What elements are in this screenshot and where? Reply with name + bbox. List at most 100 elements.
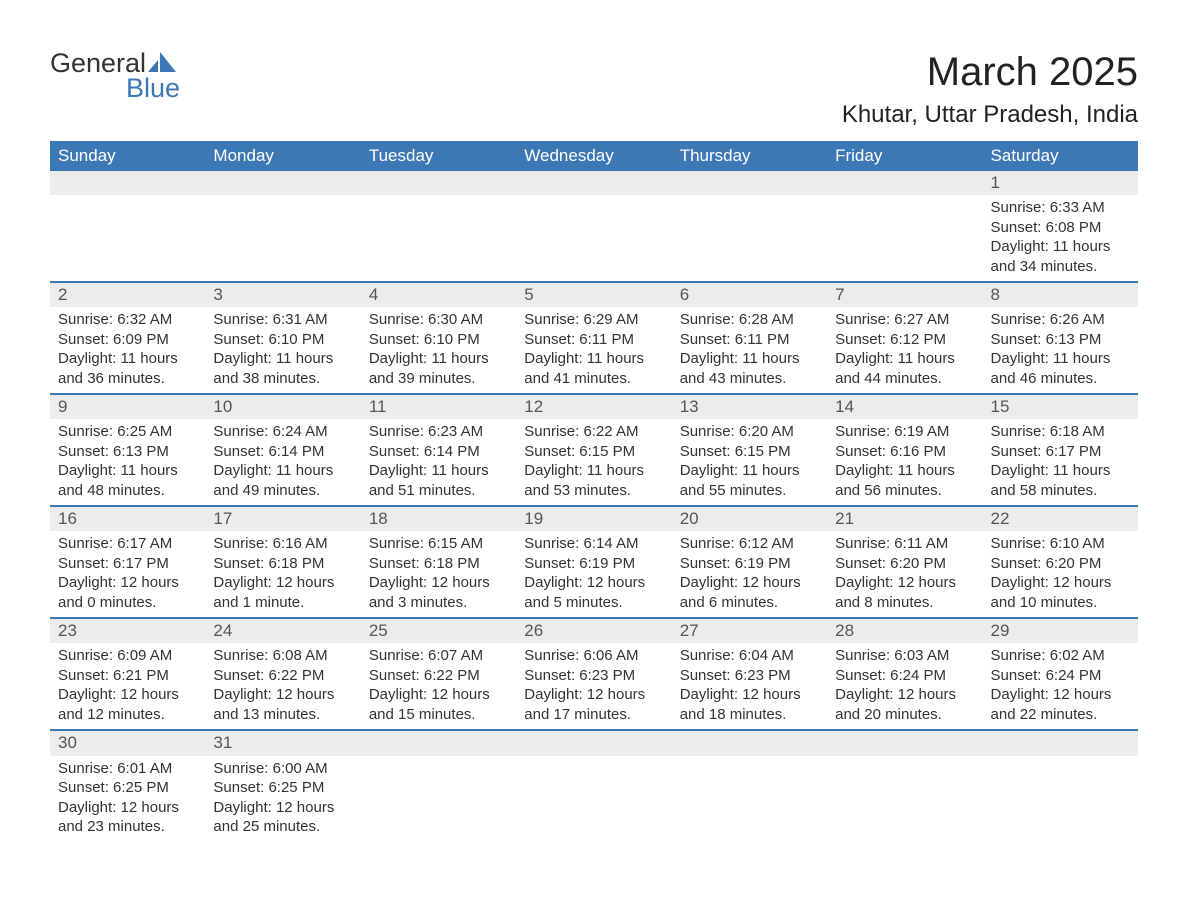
detail-row: Sunrise: 6:32 AMSunset: 6:09 PMDaylight:… (50, 307, 1138, 394)
detail-sunrise: Sunrise: 6:10 AM (991, 534, 1130, 554)
detail-sunset: Sunset: 6:22 PM (369, 666, 508, 686)
detail-sunset: Sunset: 6:10 PM (213, 330, 352, 350)
day-detail: Sunrise: 6:30 AMSunset: 6:10 PMDaylight:… (361, 307, 516, 394)
detail-dl1: Daylight: 11 hours (835, 349, 974, 369)
detail-dl1: Daylight: 12 hours (991, 573, 1130, 593)
detail-dl2: and 49 minutes. (213, 481, 352, 501)
detail-dl2: and 48 minutes. (58, 481, 197, 501)
detail-sunset: Sunset: 6:19 PM (680, 554, 819, 574)
detail-dl1: Daylight: 12 hours (213, 685, 352, 705)
page-title: March 2025 (842, 50, 1138, 95)
detail-dl2: and 39 minutes. (369, 369, 508, 389)
day-number (672, 730, 827, 755)
detail-sunset: Sunset: 6:25 PM (58, 778, 197, 798)
detail-sunrise: Sunrise: 6:12 AM (680, 534, 819, 554)
detail-dl1: Daylight: 12 hours (213, 798, 352, 818)
detail-dl1: Daylight: 11 hours (369, 349, 508, 369)
detail-dl2: and 8 minutes. (835, 593, 974, 613)
col-thursday: Thursday (672, 141, 827, 171)
detail-sunset: Sunset: 6:14 PM (369, 442, 508, 462)
detail-sunrise: Sunrise: 6:25 AM (58, 422, 197, 442)
detail-sunrise: Sunrise: 6:01 AM (58, 759, 197, 779)
day-number: 4 (361, 282, 516, 307)
detail-dl1: Daylight: 11 hours (213, 349, 352, 369)
detail-sunrise: Sunrise: 6:26 AM (991, 310, 1130, 330)
detail-dl2: and 17 minutes. (524, 705, 663, 725)
day-detail: Sunrise: 6:27 AMSunset: 6:12 PMDaylight:… (827, 307, 982, 394)
day-detail: Sunrise: 6:29 AMSunset: 6:11 PMDaylight:… (516, 307, 671, 394)
detail-sunset: Sunset: 6:14 PM (213, 442, 352, 462)
col-tuesday: Tuesday (361, 141, 516, 171)
day-number: 14 (827, 394, 982, 419)
detail-sunrise: Sunrise: 6:29 AM (524, 310, 663, 330)
day-detail: Sunrise: 6:19 AMSunset: 6:16 PMDaylight:… (827, 419, 982, 506)
day-number: 2 (50, 282, 205, 307)
detail-sunrise: Sunrise: 6:19 AM (835, 422, 974, 442)
detail-sunrise: Sunrise: 6:09 AM (58, 646, 197, 666)
detail-dl2: and 44 minutes. (835, 369, 974, 389)
detail-row: Sunrise: 6:33 AMSunset: 6:08 PMDaylight:… (50, 195, 1138, 282)
detail-row: Sunrise: 6:01 AMSunset: 6:25 PM Daylight:… (50, 756, 1138, 842)
day-number: 16 (50, 506, 205, 531)
detail-sunrise: Sunrise: 6:23 AM (369, 422, 508, 442)
detail-dl2: and 13 minutes. (213, 705, 352, 725)
detail-sunrise: Sunrise: 6:16 AM (213, 534, 352, 554)
day-detail (827, 756, 982, 842)
detail-dl1: Daylight: 11 hours (524, 349, 663, 369)
detail-dl2: and 12 minutes. (58, 705, 197, 725)
day-detail (516, 195, 671, 282)
day-number: 24 (205, 618, 360, 643)
detail-dl2: and 5 minutes. (524, 593, 663, 613)
detail-dl1: Daylight: 11 hours (680, 461, 819, 481)
detail-dl1: Daylight: 11 hours (369, 461, 508, 481)
detail-dl2: and 1 minute. (213, 593, 352, 613)
day-detail: Sunrise: 6:01 AMSunset: 6:25 PMDaylight:… (50, 756, 205, 842)
logo: General Blue (50, 50, 180, 102)
detail-dl2: and 56 minutes. (835, 481, 974, 501)
day-number: 6 (672, 282, 827, 307)
detail-dl1: Daylight: 12 hours (369, 573, 508, 593)
day-number (50, 171, 205, 195)
page-subtitle: Khutar, Uttar Pradesh, India (842, 101, 1138, 129)
day-detail: Sunrise: 6:09 AMSunset: 6:21 PMDaylight:… (50, 643, 205, 730)
day-detail: Sunrise: 6:11 AMSunset: 6:20 PMDaylight:… (827, 531, 982, 618)
day-detail (361, 195, 516, 282)
day-detail (50, 195, 205, 282)
detail-sunrise: Sunrise: 6:03 AM (835, 646, 974, 666)
day-number (361, 730, 516, 755)
detail-sunrise: Sunrise: 6:32 AM (58, 310, 197, 330)
detail-dl1: Daylight: 12 hours (835, 685, 974, 705)
detail-dl2: and 34 minutes. (991, 257, 1130, 277)
day-number: 22 (983, 506, 1138, 531)
detail-dl1: Daylight: 12 hours (835, 573, 974, 593)
day-detail: Sunrise: 6:24 AMSunset: 6:14 PMDaylight:… (205, 419, 360, 506)
detail-dl2: and 20 minutes. (835, 705, 974, 725)
daynum-row: 2345678 (50, 282, 1138, 307)
detail-dl1: Daylight: 11 hours (213, 461, 352, 481)
detail-sunset: Sunset: 6:13 PM (991, 330, 1130, 350)
detail-sunset: Sunset: 6:24 PM (835, 666, 974, 686)
detail-sunrise: Sunrise: 6:11 AM (835, 534, 974, 554)
title-block: March 2025 Khutar, Uttar Pradesh, India (842, 50, 1138, 129)
detail-sunrise: Sunrise: 6:06 AM (524, 646, 663, 666)
day-number: 29 (983, 618, 1138, 643)
day-detail (827, 195, 982, 282)
day-number (516, 171, 671, 195)
day-detail: Sunrise: 6:00 AMSunset: 6:25 PMDaylight:… (205, 756, 360, 842)
detail-dl2: and 3 minutes. (369, 593, 508, 613)
detail-sunrise: Sunrise: 6:30 AM (369, 310, 508, 330)
detail-sunrise: Sunrise: 6:07 AM (369, 646, 508, 666)
day-number: 17 (205, 506, 360, 531)
day-detail (983, 756, 1138, 842)
day-detail: Sunrise: 6:14 AMSunset: 6:19 PMDaylight:… (516, 531, 671, 618)
detail-sunrise: Sunrise: 6:15 AM (369, 534, 508, 554)
col-wednesday: Wednesday (516, 141, 671, 171)
detail-sunset: Sunset: 6:16 PM (835, 442, 974, 462)
detail-sunset: Sunset: 6:19 PM (524, 554, 663, 574)
detail-dl1: Daylight: 11 hours (58, 349, 197, 369)
day-detail: Sunrise: 6:23 AMSunset: 6:14 PMDaylight:… (361, 419, 516, 506)
day-number (672, 171, 827, 195)
day-detail (516, 756, 671, 842)
day-number: 1 (983, 171, 1138, 195)
detail-dl2: and 10 minutes. (991, 593, 1130, 613)
